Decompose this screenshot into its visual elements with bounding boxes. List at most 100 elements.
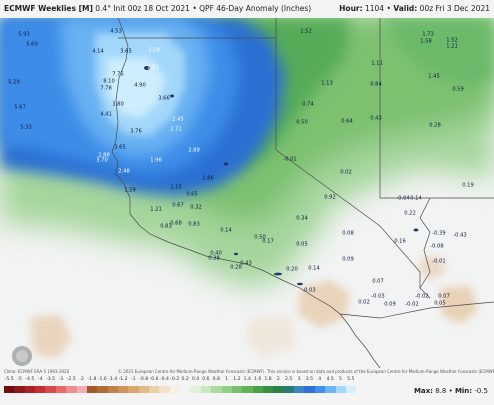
anomaly-value-label: 3.65 (114, 145, 126, 151)
anomaly-value-label: 0.43 (370, 116, 382, 122)
map-canvas: 5.93 4.53 5.69 4.14 3.65 2.59 1.52 1.731.58 1.52… (0, 18, 494, 368)
anomaly-value-labels: 5.93 4.53 5.69 4.14 3.65 2.59 1.52 1.731.58 1.52… (8, 29, 474, 308)
anomaly-value-label: 2.48 (118, 169, 130, 175)
anomaly-value-label: 0.07 (372, 279, 384, 285)
min-label: Min: (454, 387, 473, 395)
anomaly-value-label: 4.14 (92, 49, 104, 55)
anomaly-value-label: 0.74 (302, 102, 314, 108)
scale-color-bar (4, 386, 357, 393)
anomaly-value-label: 4.53 (110, 29, 122, 35)
california-nevada-border (275, 38, 431, 299)
scale-swatch (14, 386, 25, 393)
scale-swatch (242, 386, 253, 393)
anomaly-value-label: 0.92 (324, 195, 336, 201)
anomaly-value-label: 0.20 (286, 267, 298, 273)
anomaly-value-label: 0.07 (438, 294, 450, 300)
anomaly-value-label: 0.65 (186, 192, 198, 198)
scale-swatch (4, 386, 15, 393)
scale-tick-label: 2.5 (285, 377, 293, 382)
anomaly-value-label: 2.45 (172, 117, 184, 123)
anomaly-value-label: 1.96 (150, 158, 162, 164)
anomaly-value-label: 5.69 (26, 42, 38, 48)
scale-swatch (66, 386, 77, 393)
scale-tick-label: 5.5 (347, 377, 355, 382)
scale-swatch (190, 386, 201, 393)
separator-bullet: • (386, 4, 391, 13)
anomaly-value-label: -0.02 (415, 294, 428, 300)
anomaly-value-label: 0.43 (240, 261, 252, 267)
anomaly-value-label: 0.68 (170, 221, 182, 227)
scale-swatch (149, 386, 160, 393)
scale-tick-label: 4.5 (326, 377, 334, 382)
scale-swatch (283, 386, 295, 393)
scale-tick-label: -3.5 (46, 377, 56, 382)
anomaly-value-label: 0.34 (296, 216, 308, 222)
scale-tick-label: 1.6 (253, 377, 262, 382)
scale-swatch (117, 386, 129, 393)
valid-value: 00z Fri 3 Dec 2021 (419, 4, 490, 13)
scale-swatch (314, 386, 326, 393)
small-features (144, 66, 419, 286)
anomaly-value-label: 0.02 (340, 170, 352, 176)
valid-label: Valid: (393, 4, 418, 13)
scale-tick-label: 4 (318, 377, 322, 382)
scale-tick-label: -1.6 (97, 377, 107, 382)
scale-tick-label: -4.5 (25, 377, 35, 382)
anomaly-value-label: 2.89 (188, 148, 200, 154)
anomaly-value-label: 0.38 (208, 256, 220, 262)
anomaly-value-label: 5.33 (20, 125, 32, 131)
colorado-river-border (419, 197, 431, 289)
boundary-lines (111, 18, 494, 368)
scale-tick-label: 0.2 (181, 377, 189, 382)
anomaly-value-label: 0.59 (452, 87, 464, 93)
scale-tick-label: -1 (131, 377, 136, 382)
scale-tick-label: 2 (276, 377, 280, 382)
scale-tick-label: -0.8 (139, 377, 149, 382)
scale-swatch (159, 386, 170, 393)
anomaly-value-label: 0.83 (188, 222, 200, 228)
scale-tick-label: -5 (17, 377, 22, 382)
scale-tick-label: 0.8 (212, 377, 220, 382)
anomaly-value-label: 0.17 (262, 239, 274, 245)
hour-label: Hour: (339, 4, 363, 13)
anomaly-value-label: -0.02 (405, 302, 418, 308)
anomaly-value-label: 7.75 (112, 72, 124, 78)
anomaly-value-label: 3.76 (130, 129, 142, 135)
min-value: -0.5 (474, 387, 488, 395)
color-scale: -5.5 -5 -4.5 -4 -3.5 -3 -2.5 -2 -1.8 -1.6 -1.4 -1.2… (4, 377, 357, 397)
scale-swatch (211, 386, 222, 393)
anomaly-value-label: -0.08 (430, 244, 443, 250)
anomaly-value-label: 7.78 (100, 86, 112, 92)
scale-swatch (345, 386, 357, 393)
anomaly-value-label: 0.50 (296, 120, 308, 126)
scale-tick-label: 3.5 (305, 377, 314, 382)
scale-tick-label: -1.4 (108, 377, 118, 382)
scale-swatch (76, 386, 87, 393)
scale-tick-label: 1 (225, 377, 229, 382)
attribution-line: Climo: ECMWF ERA-5 1993-2020 © 2021 Euro… (0, 368, 494, 376)
anomaly-value-label: 4.90 (134, 83, 146, 89)
scale-swatch (86, 386, 98, 393)
anomaly-value-label: 2.01 (147, 65, 159, 71)
scale-swatch (252, 386, 263, 393)
anomaly-value-label: -0.43 (453, 233, 466, 239)
scale-swatch (45, 386, 56, 393)
anomaly-value-label: 1.15 (170, 185, 182, 191)
scale-swatch (294, 386, 305, 393)
scale-tick-label: -3 (58, 377, 64, 382)
max-value: 8.8 (435, 387, 447, 395)
anomaly-value-label: 1.52 (300, 29, 312, 35)
anomaly-value-label: 1.58 (420, 39, 432, 45)
scale-tick-label: 1.2 (233, 377, 241, 382)
pacific-coastline (111, 18, 381, 368)
scale-tick-label: -5.5 (4, 377, 14, 382)
anomaly-value-label: 5.29 (8, 80, 20, 86)
scale-tick-label: -2 (79, 377, 84, 382)
max-label: Max: (413, 387, 433, 395)
scale-tick-label: -4 (37, 377, 43, 382)
max-min-separator: • (448, 387, 453, 395)
anomaly-value-label: 2.71 (170, 127, 182, 133)
anomaly-value-label: 1.52 (446, 38, 458, 44)
ecmwf-attribution: © 2021 European Centre for Medium-Range … (118, 369, 494, 374)
scale-tick-label: 0.4 (191, 377, 200, 382)
